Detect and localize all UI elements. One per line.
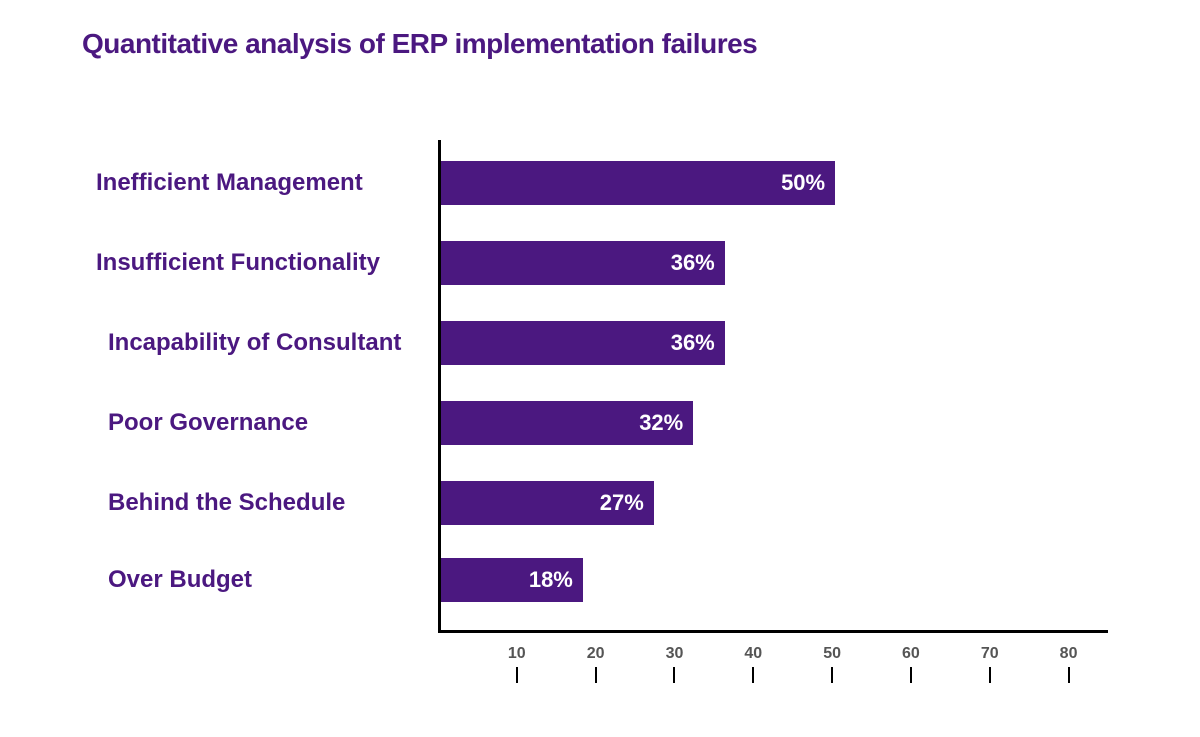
x-tick-mark: [989, 667, 991, 683]
x-tick-label: 40: [741, 645, 765, 663]
bar-value-label: 32%: [623, 410, 683, 436]
category-label: Over Budget: [108, 566, 252, 594]
chart-title: Quantitative analysis of ERP implementat…: [82, 28, 757, 60]
x-tick-label: 30: [662, 645, 686, 663]
bar-value-label: 36%: [655, 250, 715, 276]
x-tick-mark: [831, 667, 833, 683]
x-tick-label: 60: [899, 645, 923, 663]
x-tick-label: 50: [820, 645, 844, 663]
category-label: Insufficient Functionality: [96, 249, 380, 277]
x-tick-label: 80: [1057, 645, 1081, 663]
bar-value-label: 50%: [765, 170, 825, 196]
category-label: Poor Governance: [108, 409, 308, 437]
x-tick-mark: [910, 667, 912, 683]
x-tick-mark: [516, 667, 518, 683]
x-axis: [438, 630, 1108, 633]
x-tick-mark: [595, 667, 597, 683]
bar-value-label: 36%: [655, 330, 715, 356]
x-tick-mark: [752, 667, 754, 683]
bar-value-label: 27%: [584, 490, 644, 516]
bar-value-label: 18%: [513, 567, 573, 593]
x-tick-label: 70: [978, 645, 1002, 663]
x-tick-mark: [1068, 667, 1070, 683]
y-axis: [438, 140, 441, 630]
x-tick-mark: [673, 667, 675, 683]
category-label: Behind the Schedule: [108, 489, 345, 517]
category-label: Inefficient Management: [96, 169, 363, 197]
x-tick-label: 20: [584, 645, 608, 663]
category-label: Incapability of Consultant: [108, 329, 401, 357]
x-tick-label: 10: [505, 645, 529, 663]
